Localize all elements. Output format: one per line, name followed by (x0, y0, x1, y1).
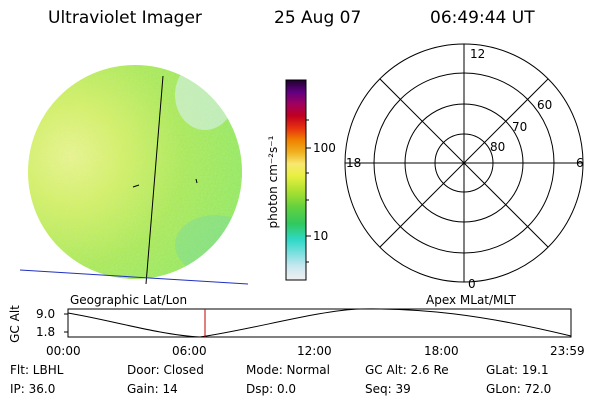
timeline-right-title: Apex MLat/MLT (426, 293, 516, 307)
timeline-y-max: 9.0 (36, 307, 56, 321)
polar-ring-60: 60 (537, 98, 553, 112)
observation-time: 06:49:44 UT (430, 8, 535, 28)
info-filter: Flt: LBHL (10, 363, 64, 377)
observation-date: 25 Aug 07 (274, 8, 362, 28)
timeline-left-title: Geographic Lat/Lon (70, 293, 188, 307)
colorbar-unit-label: photon cm⁻²s⁻¹ (266, 135, 280, 229)
colorbar-tick-10: 10 (313, 229, 329, 243)
polar-label-12: 12 (470, 47, 486, 61)
polar-label-0: 0 (468, 277, 476, 291)
info-door: Door: Closed (127, 363, 204, 377)
timeline-x-tick-2: 12:00 (297, 344, 332, 358)
horizon-line (19, 269, 249, 285)
polar-ring-80: 80 (490, 140, 506, 154)
info-glon: GLon: 72.0 (486, 382, 552, 396)
timeline-axis-label: GC Alt (8, 305, 22, 343)
info-ip: IP: 36.0 (10, 382, 56, 396)
polar-ring-70: 70 (512, 120, 528, 134)
uv-earth-image (19, 65, 249, 285)
colorbar-tick-100: 100 (313, 141, 336, 155)
timeline-x-tick-0: 00:00 (46, 344, 81, 358)
timeline-y-min: 1.8 (36, 325, 56, 339)
timeline-x-tick-4: 23:59 (550, 344, 585, 358)
instrument-title: Ultraviolet Imager (48, 8, 202, 28)
altitude-timeline (64, 308, 572, 338)
polar-label-18: 18 (346, 156, 362, 170)
timeline-x-tick-3: 18:00 (424, 344, 459, 358)
timeline-x-tick-1: 06:00 (172, 344, 207, 358)
colorbar (285, 79, 311, 281)
polar-label-6: 6 (576, 156, 584, 170)
info-glat: GLat: 19.1 (486, 363, 549, 377)
meridian-line (145, 75, 164, 285)
info-mode: Mode: Normal (246, 363, 330, 377)
info-seq: Seq: 39 (365, 382, 411, 396)
info-gain: Gain: 14 (127, 382, 178, 396)
info-dsp: Dsp: 0.0 (246, 382, 297, 396)
polar-grid (344, 43, 584, 283)
altitude-curve (67, 308, 572, 338)
info-gc-alt: GC Alt: 2.6 Re (365, 363, 449, 377)
